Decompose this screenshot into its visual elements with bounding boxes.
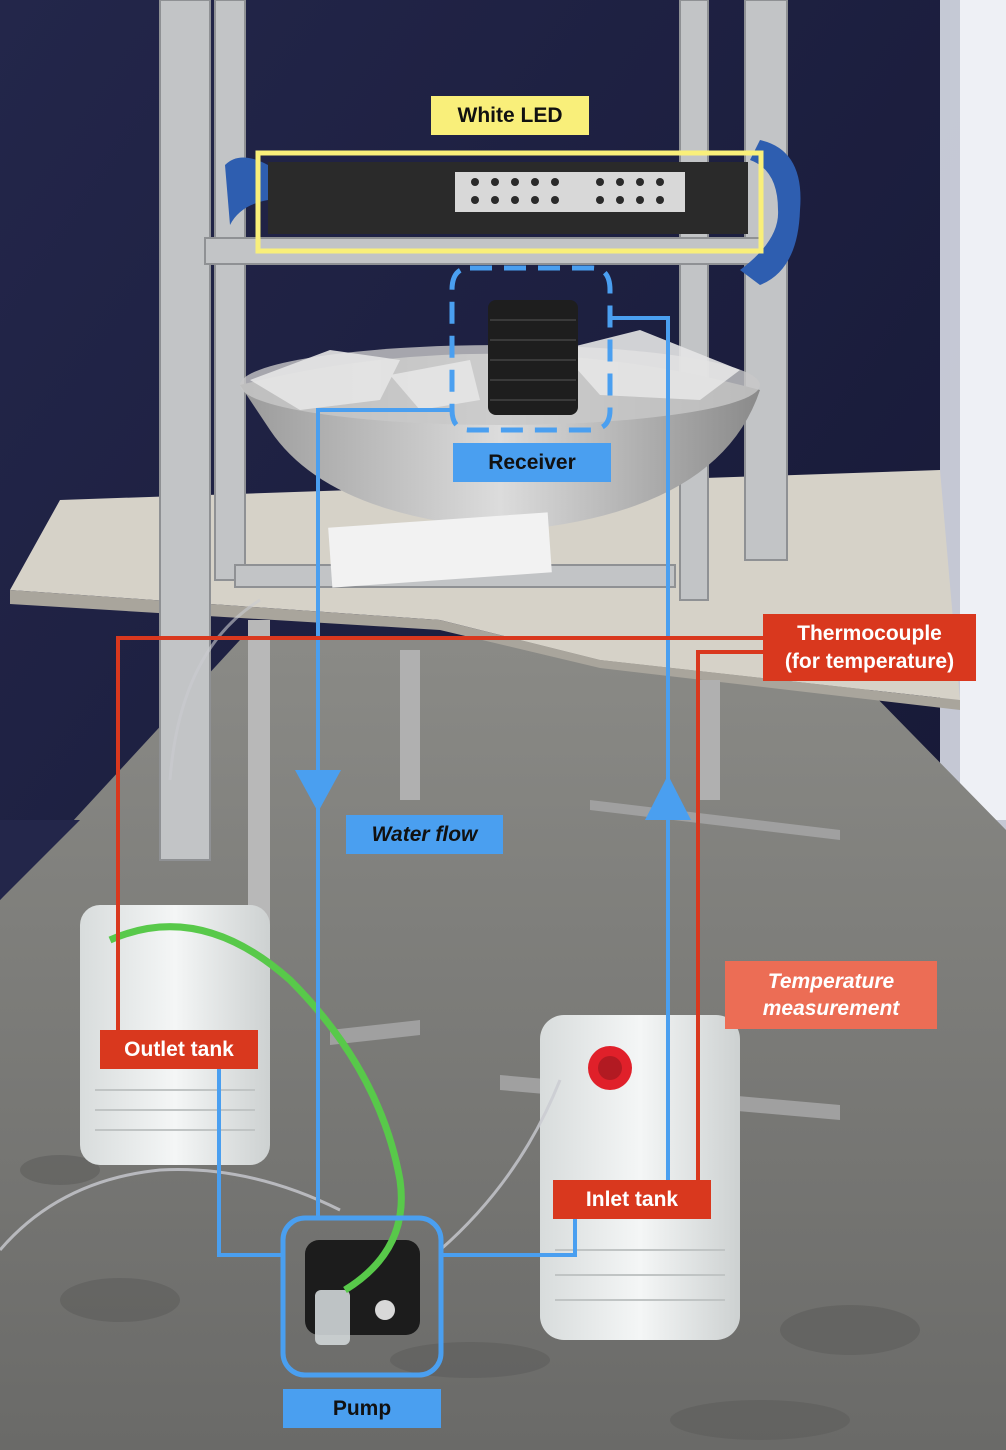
table-edge	[10, 590, 600, 668]
receiver-cylinder	[488, 300, 578, 415]
white-side-panel-light	[960, 0, 1006, 820]
inlet-tank-jug	[540, 1015, 740, 1340]
foam-block	[328, 512, 552, 588]
flow-arrow-down	[295, 770, 341, 812]
receiver-ribs	[490, 319, 576, 401]
temperature-label-line1: Temperature	[767, 969, 895, 993]
receiver-label: Receiver	[453, 443, 611, 482]
thermocouple-label-line2: (for temperature)	[784, 649, 955, 673]
floor-corner	[0, 820, 80, 900]
led-outline	[255, 150, 764, 254]
flow-arrow-up	[645, 775, 691, 820]
led-panels	[455, 172, 685, 212]
thermocouple-label-line1: Thermocouple	[797, 622, 942, 646]
inlet-tank-label: Inlet tank	[553, 1180, 711, 1219]
pump-outline	[280, 1215, 444, 1378]
thermocouple-label: Thermocouple (for temperature)	[763, 614, 976, 681]
outlet-tank-label: Outlet tank	[100, 1030, 258, 1069]
floor-stains	[20, 1155, 920, 1440]
green-tube	[108, 923, 405, 1293]
white-led-label: White LED	[431, 96, 589, 135]
receiver-outline	[449, 265, 613, 433]
temperature-lines	[116, 636, 765, 1180]
foil-reflectors	[250, 330, 740, 410]
blue-clamp	[740, 140, 801, 285]
water-flow-label: Water flow	[346, 815, 503, 854]
water-flow-lines	[217, 316, 670, 1257]
temperature-measurement-label: Temperature measurement	[725, 961, 937, 1029]
pump-label: Pump	[283, 1389, 441, 1428]
temperature-label-line2: measurement	[762, 997, 900, 1020]
